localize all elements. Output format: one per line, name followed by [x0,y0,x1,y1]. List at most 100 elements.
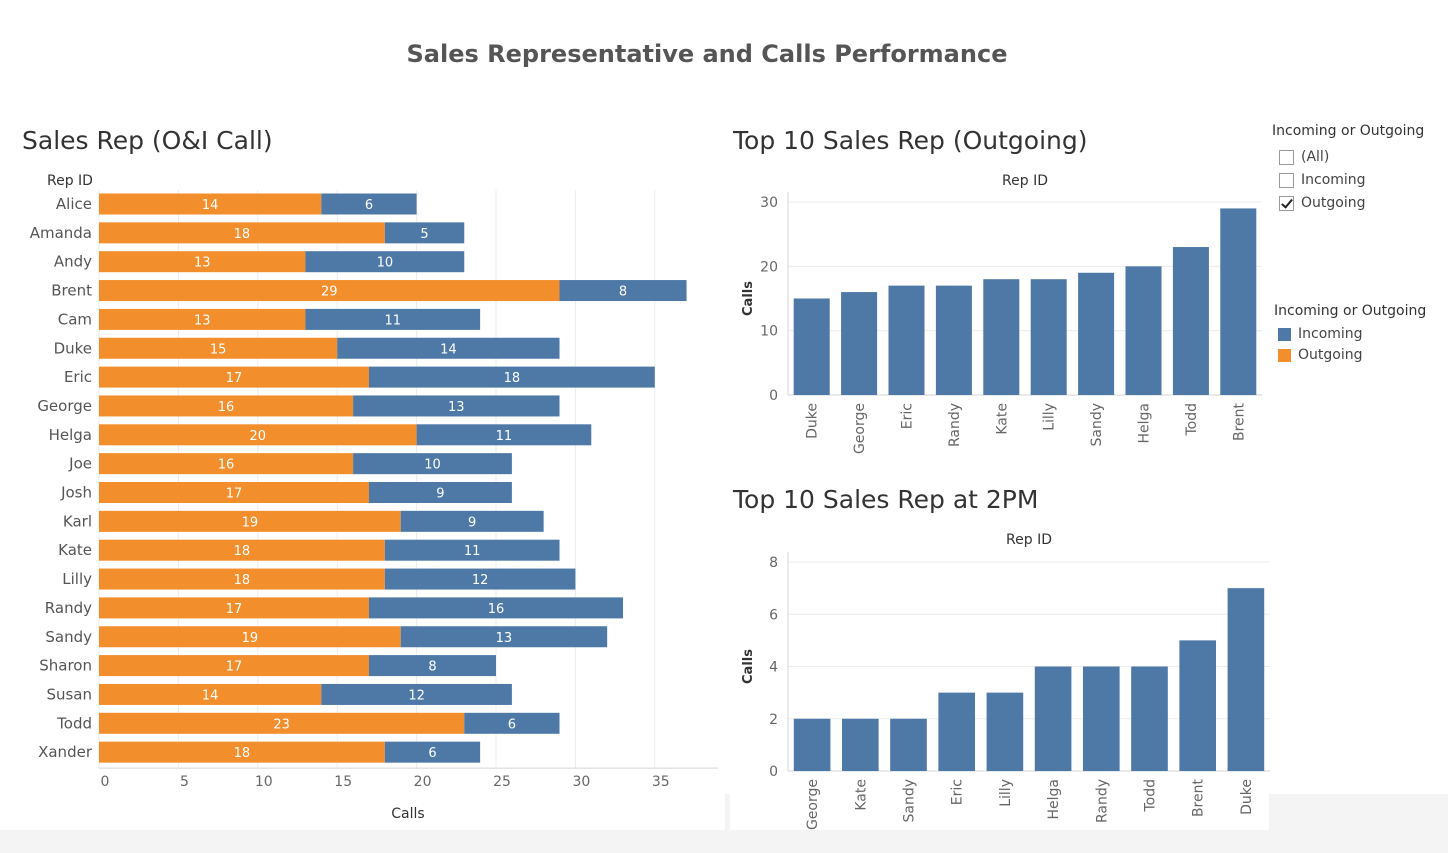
checkbox-all[interactable] [1279,149,1294,165]
dashboard-title: Sales Representative and Calls Performan… [406,40,1008,68]
bar [888,285,925,395]
x-tick-label: Helga [1046,779,1062,820]
y-tick-label: 2 [769,712,778,728]
bar [1030,279,1067,395]
y-tick-label: Cam [58,310,92,328]
x-axis-title: Calls [391,806,424,822]
bar-incoming [353,453,512,475]
bar [1227,588,1265,771]
y-tick-label: Alice [56,195,92,213]
y-tick-label: Duke [54,339,92,357]
x-tick-label: 25 [493,774,511,790]
x-tick-label: Duke [805,403,821,439]
filter-option-label: Outgoing [1301,195,1366,211]
x-tick-label: 5 [180,774,189,790]
y-tick-label: Randy [45,599,92,617]
data-label: 14 [202,688,219,703]
legend-item-outgoing[interactable]: Outgoing [1278,345,1362,365]
data-label: 13 [194,256,211,271]
data-label: 17 [226,371,243,386]
data-label: 18 [234,746,251,761]
bar [841,292,878,395]
x-tick-label: Randy [947,403,963,447]
bar-outgoing [99,280,560,302]
bar-chart-top10-outgoing[interactable]: Rep ID 0 10 20 30 Calls Duke George Eric Randy Kat… [730,165,1270,460]
filter-option-outgoing[interactable]: Outgoing [1279,193,1365,213]
checkbox-incoming[interactable] [1279,172,1294,188]
x-tick-label: Todd [1143,779,1159,813]
y-tick-label: Karl [63,512,92,530]
y-tick-label: 8 [769,555,778,571]
bar-incoming [400,626,608,648]
x-tick-label: 35 [652,774,670,790]
y-tick-label: Sharon [39,657,92,675]
data-label: 15 [210,342,227,357]
bar-outgoing [99,741,385,763]
data-label: 17 [226,602,243,617]
legend-swatch-incoming [1278,327,1291,341]
bar-outgoing [99,453,354,475]
y-tick-label: Helga [49,426,92,444]
data-label: 9 [468,515,476,530]
data-label: 16 [218,458,235,473]
x-tick-label: Kate [853,779,869,811]
data-label: 17 [226,487,243,502]
bar-outgoing [99,482,369,503]
legend-title: Incoming or Outgoing [1274,303,1427,319]
data-label: 14 [202,198,219,213]
bar [1172,247,1209,395]
bar [1082,666,1120,771]
bar-chart-top10-2pm[interactable]: Rep ID 0 2 4 6 8 Calls George Kate Sandy Eric Lilly… [730,525,1270,830]
legend-item-incoming[interactable]: Incoming [1278,324,1363,344]
bar-outgoing [99,193,322,215]
y-tick-label: 6 [769,607,778,623]
bar-outgoing [99,597,369,619]
bar-incoming [321,193,417,215]
bar-incoming [464,712,560,734]
x-tick-label: 15 [334,774,352,790]
chart-title-top10-outgoing: Top 10 Sales Rep (Outgoing) [733,126,1088,155]
y-tick-label: 0 [769,388,778,404]
x-tick-label: Eric [950,779,966,805]
bar-incoming [368,655,496,677]
bar-incoming [305,308,481,330]
y-tick-label: Lilly [62,570,92,588]
y-tick-label: 20 [760,259,778,275]
y-axis-title: Calls [741,281,756,316]
bar-outgoing [99,683,322,705]
data-label: 18 [504,371,521,386]
bar [983,279,1020,395]
y-tick-label: 10 [760,324,778,340]
data-label: 6 [365,198,373,213]
bar-incoming [384,741,481,763]
bar-incoming [559,280,687,302]
data-label: 10 [377,256,394,271]
bar [1078,272,1115,395]
filter-option-incoming[interactable]: Incoming [1279,170,1366,190]
x-tick-label: Kate [994,403,1010,435]
right-panel-background [730,780,1269,830]
filter-option-all[interactable]: (All) [1279,147,1329,167]
bar [793,298,830,395]
bar-outgoing [99,539,385,561]
x-tick-label: Eric [900,403,916,429]
bar [986,692,1024,771]
bar-incoming [368,482,512,503]
bar [1179,640,1217,771]
checkbox-outgoing[interactable] [1279,195,1294,211]
y-tick-label: Kate [58,541,92,559]
bar [1220,208,1257,395]
y-axis-title: Rep ID [47,173,93,189]
data-label: 11 [385,313,402,328]
bar-outgoing [99,395,354,417]
data-label: 20 [250,429,267,444]
x-axis-title: Rep ID [1002,173,1048,189]
y-tick-label: Joe [68,455,92,473]
data-label: 19 [242,631,259,646]
x-tick-label: Todd [1184,403,1200,437]
data-label: 14 [440,342,457,357]
y-tick-label: Susan [46,685,92,703]
data-label: 6 [428,746,436,761]
data-label: 10 [424,458,441,473]
stacked-bar-chart-sales-rep[interactable]: 0 5 10 15 20 25 30 35 Rep ID Calls Alice 14 6 Amanda 1… [0,165,725,830]
